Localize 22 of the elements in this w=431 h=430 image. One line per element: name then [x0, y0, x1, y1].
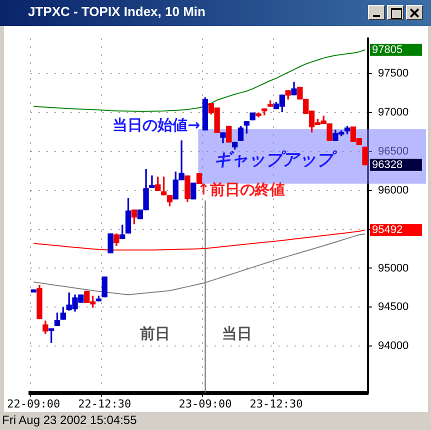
text: Fri Aug 23 2002 15:04:55 [2, 413, 137, 427]
candlestick [149, 175, 155, 188]
y-tick-label: 96500 [378, 146, 409, 158]
annotation: ↑前日の終値 [197, 180, 285, 198]
text: 96328 [372, 158, 403, 171]
data-label: 97805 [372, 44, 403, 56]
y-tick-label: 95000 [378, 262, 409, 274]
x-tick-label: 22-09:00 [7, 397, 60, 410]
annotation: 前日 [139, 324, 170, 343]
x-tick-label: 23-12:30 [250, 397, 303, 410]
annotation: 当日の始値→ [112, 116, 200, 134]
y-tick-label: 94500 [378, 301, 409, 314]
y-tick-label: 96000 [378, 184, 409, 196]
annotation: 当日 [222, 324, 252, 343]
x-tick-label: 22-12:30 [78, 397, 132, 410]
y-tick-label: 94000 [378, 340, 409, 352]
y-tick-label: 97500 [378, 68, 409, 80]
band-label: ギャップアップ [214, 150, 338, 170]
chart-title: JTPXC - TOPIX Index, 10 Min [28, 4, 206, 19]
y-tick-label: 97000 [378, 106, 409, 119]
data-label: 95492 [372, 224, 403, 236]
x-tick-label: 23-09:00 [178, 397, 232, 410]
